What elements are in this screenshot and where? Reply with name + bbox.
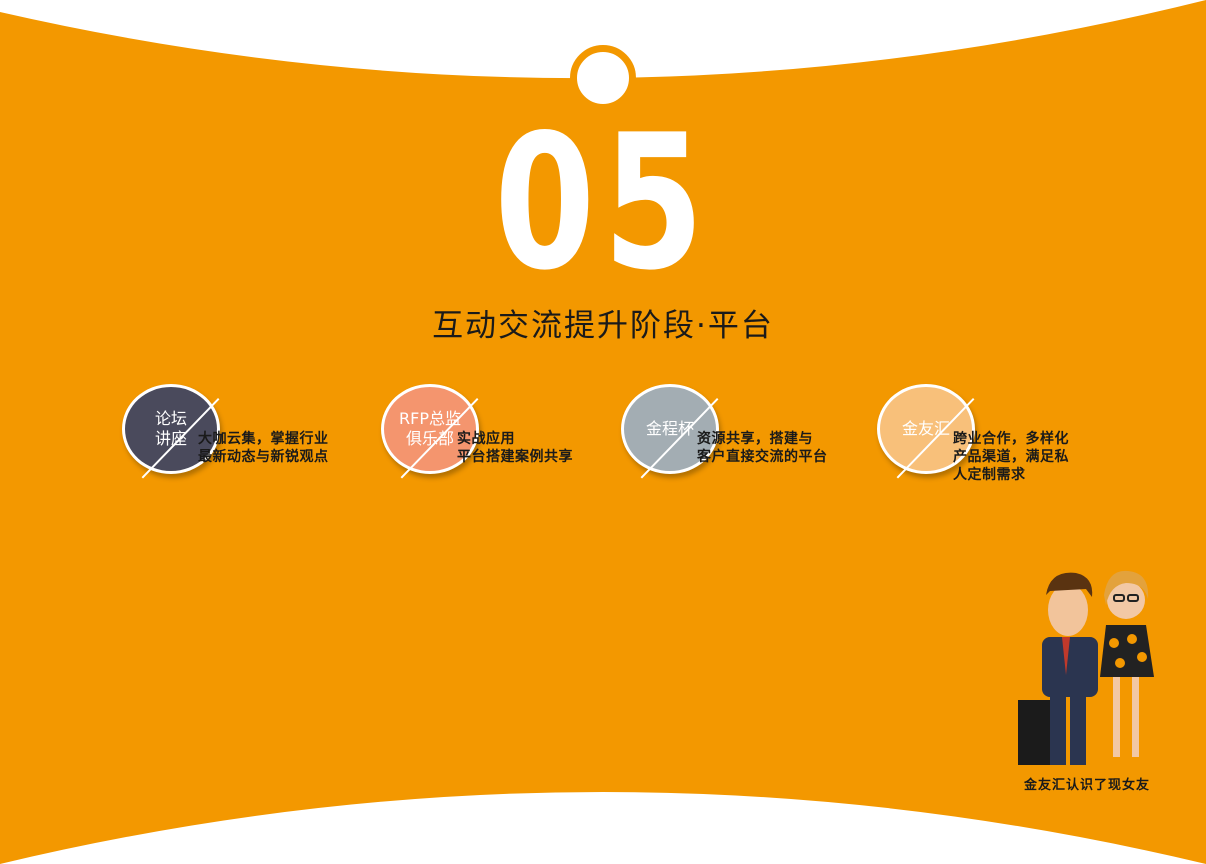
- feature-forum: 论坛 讲座 大咖云集，掌握行业 最新动态与新锐观点: [122, 376, 362, 496]
- feature-desc-rfp-club: 实战应用 平台搭建案例共享: [457, 431, 573, 465]
- feature-circle-cup: 金程杯: [621, 384, 719, 474]
- couple-illustration-icon: [1018, 570, 1154, 765]
- feature-circle-friends-club: 金友汇: [877, 384, 975, 474]
- feature-circle-forum: 论坛 讲座: [122, 384, 220, 474]
- feature-circle-rfp-club: RFP总监 俱乐部: [381, 384, 479, 474]
- section-subtitle: 互动交流提升阶段·平台: [432, 308, 774, 344]
- feature-desc-cup: 资源共享，搭建与 客户直接交流的平台: [697, 431, 828, 465]
- section-number: 05: [494, 94, 712, 311]
- feature-desc-forum: 大咖云集，掌握行业 最新动态与新锐观点: [198, 431, 329, 465]
- feature-cup: 金程杯 资源共享，搭建与 客户直接交流的平台: [621, 376, 861, 496]
- top-ring-decoration: [570, 45, 636, 111]
- feature-desc-friends-club: 跨业合作，多样化 产品渠道，满足私 人定制需求: [953, 431, 1069, 483]
- feature-friends-club: 金友汇 跨业合作，多样化 产品渠道，满足私 人定制需求: [877, 376, 1117, 496]
- illustration-caption: 金友汇认识了现女友: [1023, 778, 1150, 793]
- feature-rfp-club: RFP总监 俱乐部 实战应用 平台搭建案例共享: [381, 376, 621, 496]
